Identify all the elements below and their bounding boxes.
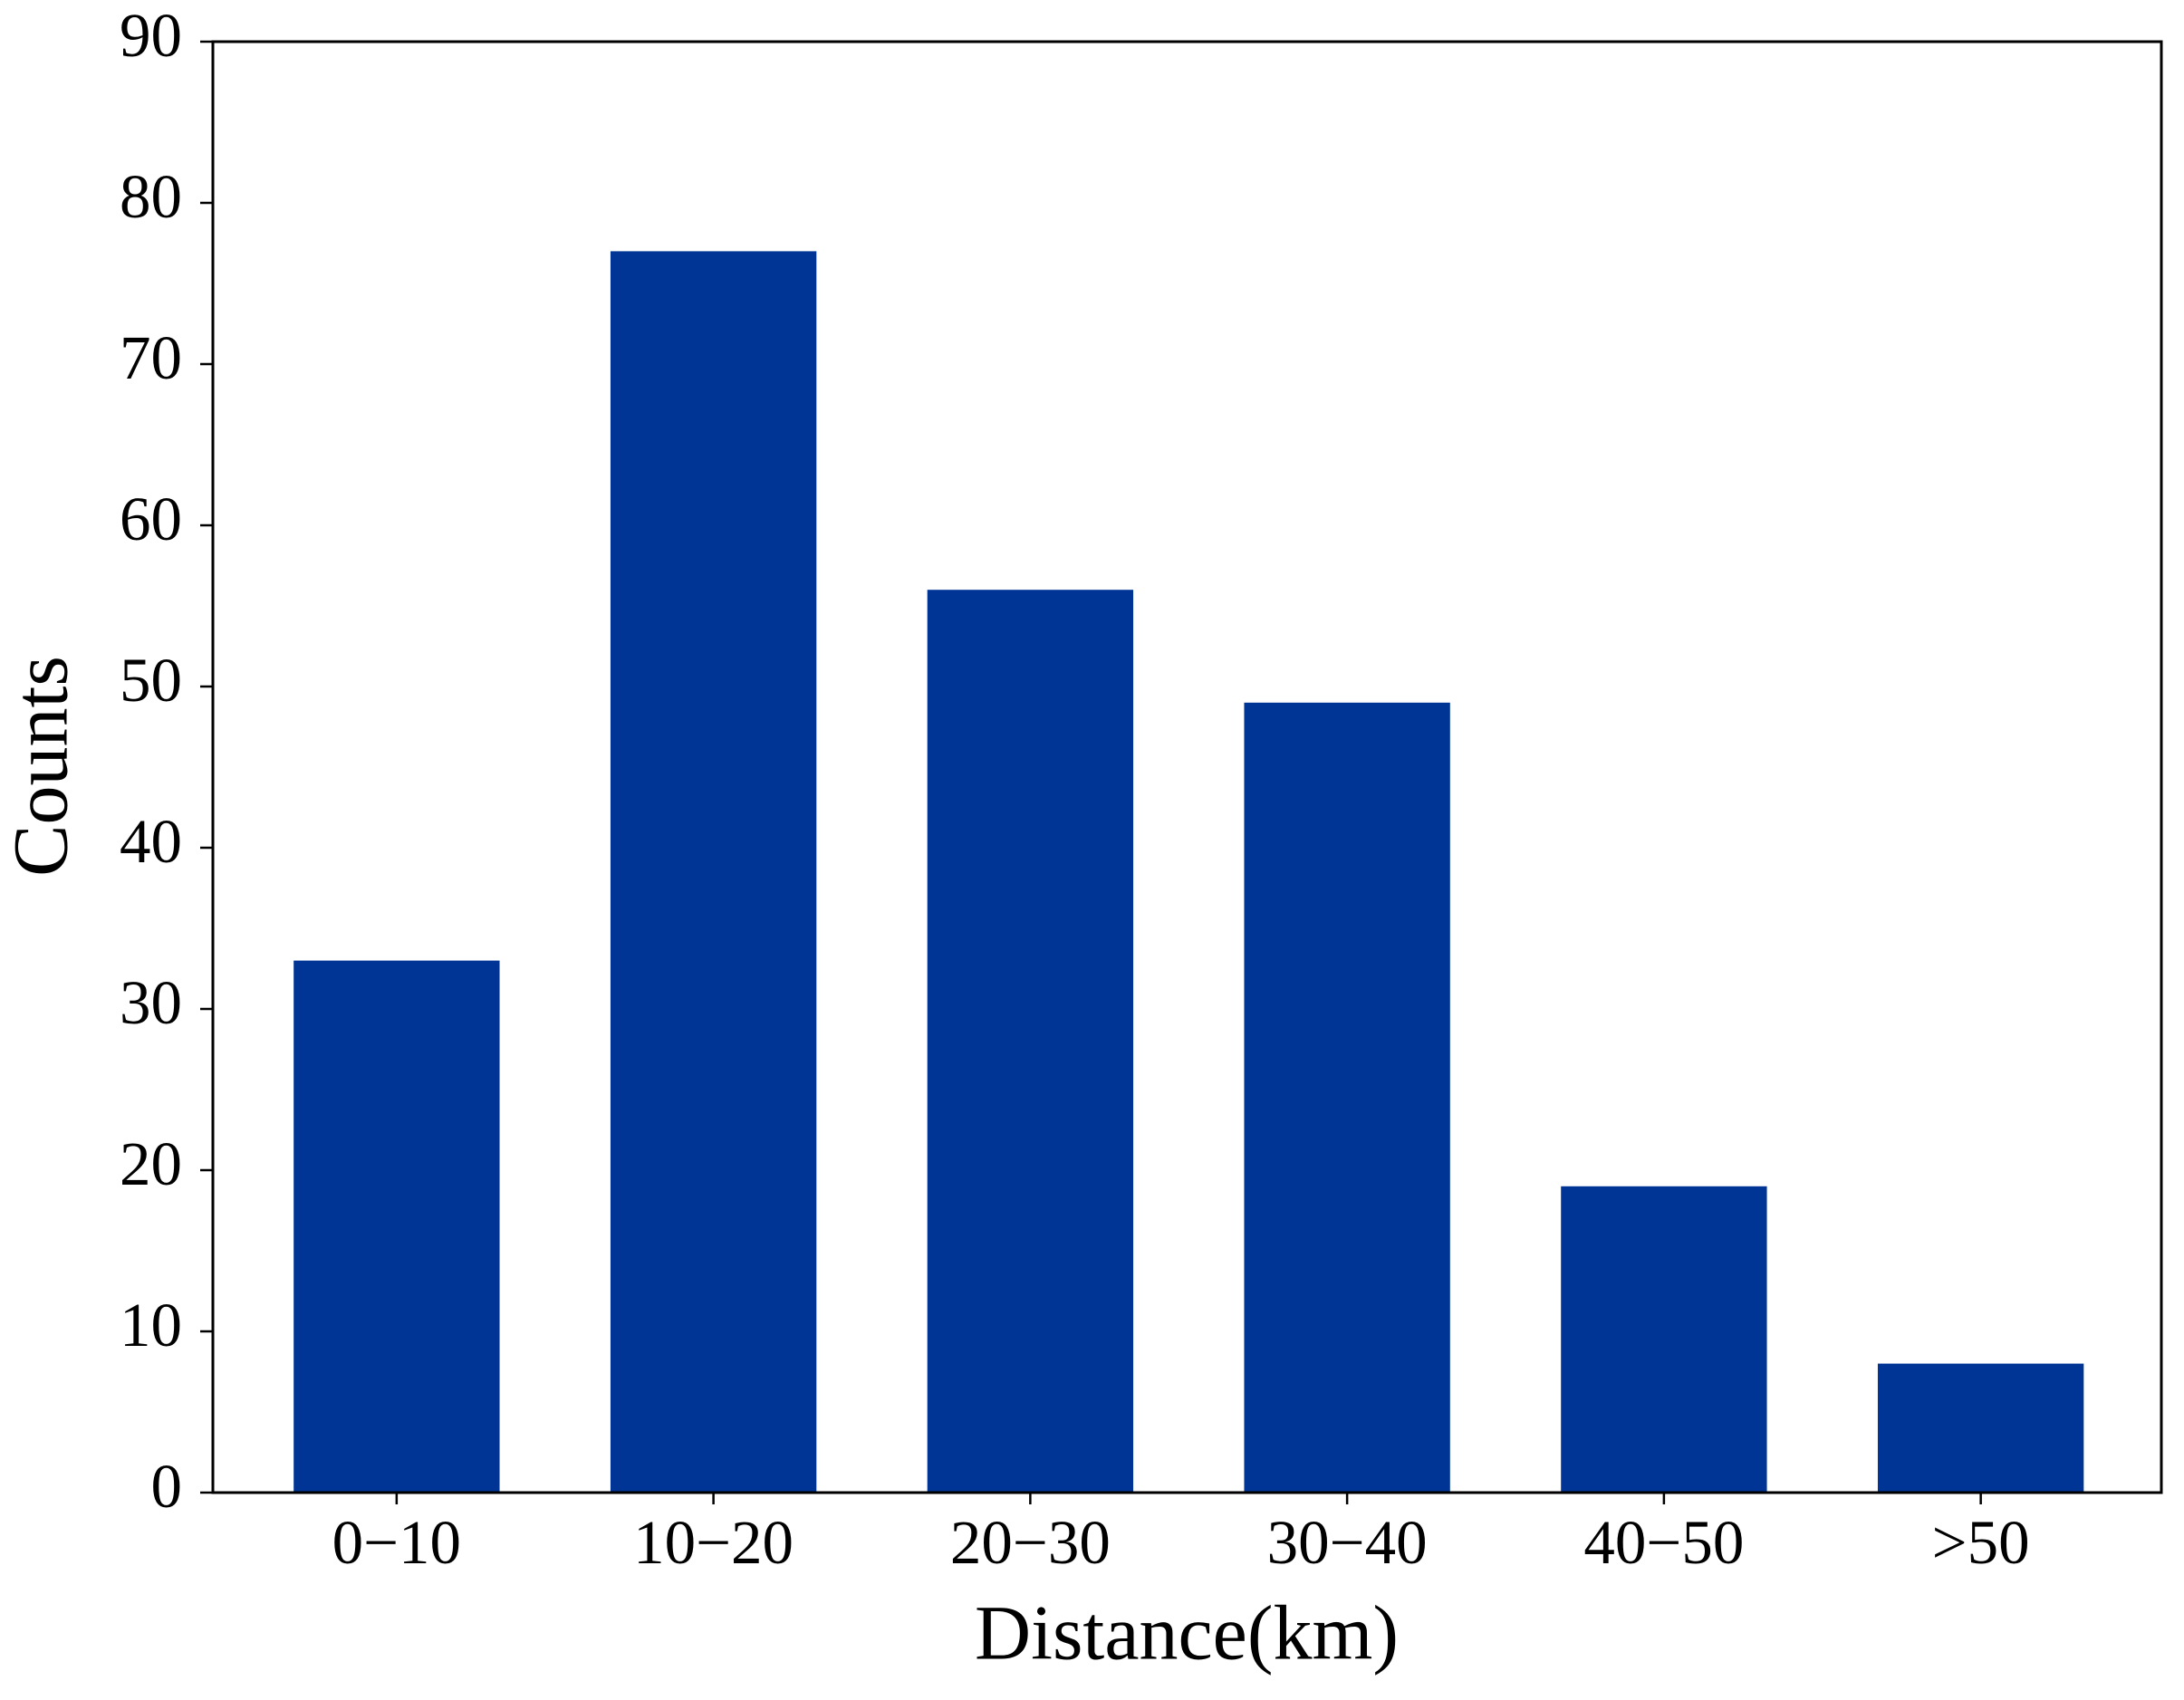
bar — [1244, 702, 1450, 1493]
y-tick-label: 60 — [120, 485, 182, 553]
bar — [1561, 1186, 1767, 1493]
y-tick-label: 0 — [151, 1452, 183, 1521]
x-axis-title: Distance(km) — [975, 1590, 1399, 1676]
bar — [927, 590, 1134, 1493]
bar — [610, 251, 817, 1493]
plot-frame — [211, 40, 2163, 1494]
y-tick-label: 10 — [120, 1291, 182, 1359]
x-tick-label: 30−40 — [1267, 1508, 1428, 1577]
x-tick-label: >50 — [1932, 1508, 2030, 1577]
x-tick-label: 10−20 — [633, 1508, 794, 1577]
y-tick-label: 20 — [120, 1129, 182, 1198]
y-axis-title: Counts — [0, 656, 84, 877]
y-tick-label: 30 — [120, 968, 182, 1037]
bar — [1877, 1363, 2084, 1493]
y-tick-label: 80 — [120, 162, 182, 231]
y-tick-label: 70 — [120, 323, 182, 392]
x-tick-label: 0−10 — [332, 1508, 461, 1577]
y-tick-label: 40 — [120, 807, 182, 876]
x-tick-label: 40−50 — [1583, 1508, 1744, 1577]
x-tick-label: 20−30 — [950, 1508, 1111, 1577]
y-tick-label: 50 — [120, 646, 182, 715]
bar — [293, 960, 500, 1493]
y-tick-label: 90 — [120, 1, 182, 70]
